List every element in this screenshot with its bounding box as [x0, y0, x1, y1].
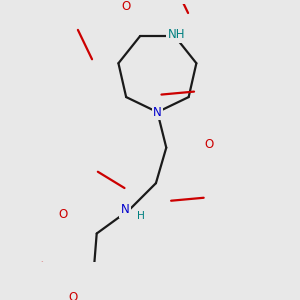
- Text: O: O: [58, 208, 67, 221]
- Text: N: N: [153, 106, 162, 118]
- Text: O: O: [68, 291, 78, 300]
- Text: H: H: [136, 211, 145, 221]
- Text: N: N: [121, 203, 129, 216]
- Text: NH: NH: [167, 28, 185, 41]
- Text: O: O: [121, 0, 130, 13]
- Text: O: O: [205, 138, 214, 151]
